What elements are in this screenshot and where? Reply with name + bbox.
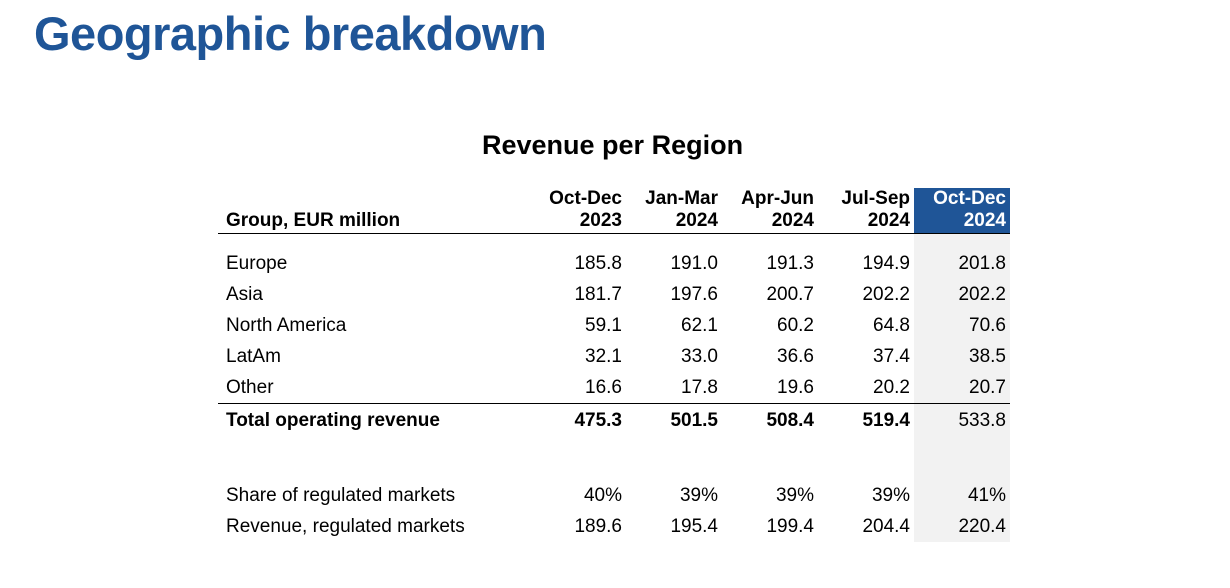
table-cell-highlighted: 41%: [914, 480, 1010, 511]
table-title: Revenue per Region: [482, 130, 744, 160]
table-cell: 204.4: [862, 516, 910, 537]
table-row: Europe 185.8 191.0 191.3 194.9 201.8: [218, 248, 1010, 279]
column-header-year: 2024: [675, 210, 718, 231]
table-cell: 59.1: [585, 315, 622, 336]
row-label: Other: [218, 372, 530, 404]
table-cell: 19.6: [722, 372, 818, 404]
table-cell: 39%: [871, 485, 910, 506]
row-label: North America: [226, 315, 347, 336]
table-cell-highlighted: 202.2: [914, 279, 1010, 310]
table-cell: 16.6: [530, 372, 626, 404]
label-column-header: Group, EUR million: [218, 188, 530, 234]
column-header-year: 2024: [963, 210, 1006, 231]
header-row: Group, EUR million Oct-Dec 2023 Jan-Mar …: [218, 188, 1010, 234]
revenue-table: Group, EUR million Oct-Dec 2023 Jan-Mar …: [218, 188, 1010, 542]
column-header: Jul-Sep 2024: [818, 188, 914, 234]
spacer-row: [218, 233, 1010, 248]
table-cell: 36.6: [777, 346, 814, 367]
gap-row: [218, 438, 1010, 480]
column-header-period: Jan-Mar: [645, 188, 718, 209]
column-header-year: 2024: [867, 210, 910, 231]
total-row: Total operating revenue 475.3 501.5 508.…: [218, 403, 1010, 438]
table-row: Revenue, regulated markets 189.6 195.4 1…: [218, 511, 1010, 542]
column-header-period: Oct-Dec: [549, 188, 622, 209]
column-header-period: Oct-Dec: [933, 188, 1006, 209]
column-header-highlighted: Oct-Dec 2024: [914, 188, 1010, 234]
table-cell: 191.0: [670, 253, 718, 274]
row-label: Share of regulated markets: [226, 485, 456, 506]
table-cell: 37.4: [873, 346, 910, 367]
table-cell: 39%: [679, 485, 718, 506]
row-label: Revenue, regulated markets: [226, 516, 465, 537]
page-title: Geographic breakdown: [34, 7, 547, 60]
table-cell: 20.2: [818, 372, 914, 404]
table-cell: 32.1: [585, 346, 622, 367]
column-header-year: 2024: [771, 210, 814, 231]
column-header-year: 2023: [579, 210, 622, 231]
table-cell: 191.3: [766, 253, 814, 274]
table-cell-highlighted: 38.5: [914, 341, 1010, 372]
total-cell: 475.3: [574, 410, 622, 431]
table-cell-highlighted: 201.8: [914, 248, 1010, 279]
table-cell: 199.4: [766, 516, 814, 537]
table-cell: 194.9: [862, 253, 910, 274]
row-label: Asia: [226, 284, 263, 305]
column-header: Apr-Jun 2024: [722, 188, 818, 234]
table-row: LatAm 32.1 33.0 36.6 37.4 38.5: [218, 341, 1010, 372]
table-cell: 200.7: [766, 284, 814, 305]
column-header-period: Jul-Sep: [841, 188, 910, 209]
table-cell-highlighted: 20.7: [914, 372, 1010, 404]
table-cell: 202.2: [862, 284, 910, 305]
table-cell: 40%: [583, 485, 622, 506]
table-cell: 60.2: [777, 315, 814, 336]
table-row: Asia 181.7 197.6 200.7 202.2 202.2: [218, 279, 1010, 310]
table-cell: 197.6: [670, 284, 718, 305]
total-cell: 519.4: [862, 410, 910, 431]
row-label: Europe: [226, 253, 288, 274]
total-label: Total operating revenue: [226, 410, 440, 431]
table-cell-highlighted: 70.6: [914, 310, 1010, 341]
column-header-period: Apr-Jun: [741, 188, 814, 209]
row-label: LatAm: [226, 346, 281, 367]
table-cell: 185.8: [574, 253, 622, 274]
column-header: Oct-Dec 2023: [530, 188, 626, 234]
table-cell: 62.1: [681, 315, 718, 336]
table-row: Other 16.6 17.8 19.6 20.2 20.7: [218, 372, 1010, 404]
column-header: Jan-Mar 2024: [626, 188, 722, 234]
table-cell: 181.7: [574, 284, 622, 305]
table-cell: 39%: [775, 485, 814, 506]
table-cell: 64.8: [873, 315, 910, 336]
table-cell: 189.6: [574, 516, 622, 537]
total-cell: 501.5: [670, 410, 718, 431]
table-cell: 195.4: [670, 516, 718, 537]
table-row: North America 59.1 62.1 60.2 64.8 70.6: [218, 310, 1010, 341]
table-cell-highlighted: 220.4: [914, 511, 1010, 542]
table-cell: 17.8: [626, 372, 722, 404]
table-row: Share of regulated markets 40% 39% 39% 3…: [218, 480, 1010, 511]
total-cell-highlighted: 533.8: [914, 403, 1010, 438]
total-cell: 508.4: [766, 410, 814, 431]
table-cell: 33.0: [681, 346, 718, 367]
